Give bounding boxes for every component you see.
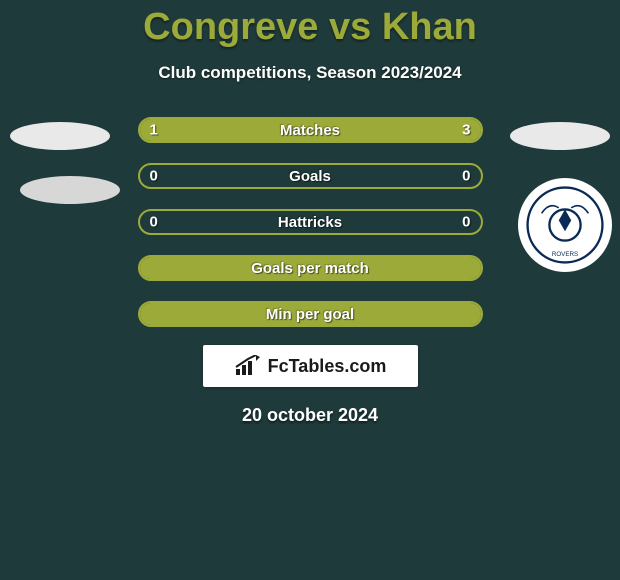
club-crest: ROVERS	[518, 178, 612, 272]
page-subtitle: Club competitions, Season 2023/2024	[0, 63, 620, 83]
chart-icon	[234, 355, 262, 377]
stat-label: Min per goal	[266, 306, 354, 323]
stats-container: 1 Matches 3 0 Goals 0 0 Hattricks 0 Goal…	[138, 117, 483, 327]
stat-row-goals-per-match: Goals per match	[138, 255, 483, 281]
player-left-badge-2	[20, 176, 120, 204]
page-title: Congreve vs Khan	[0, 0, 620, 49]
stat-value-left: 0	[150, 168, 158, 185]
stat-row-hattricks: 0 Hattricks 0	[138, 209, 483, 235]
stat-label: Goals	[289, 168, 331, 185]
stat-value-left: 1	[150, 122, 158, 139]
stat-label: Matches	[280, 122, 340, 139]
stat-bar-right	[225, 119, 481, 141]
stat-value-right: 3	[462, 122, 470, 139]
stat-row-matches: 1 Matches 3	[138, 117, 483, 143]
svg-text:ROVERS: ROVERS	[552, 251, 578, 258]
stat-label: Goals per match	[251, 260, 369, 277]
site-logo-text: FcTables.com	[268, 356, 387, 377]
player-left-badge-1	[10, 122, 110, 150]
stat-value-right: 0	[462, 214, 470, 231]
stat-label: Hattricks	[278, 214, 342, 231]
stat-value-left: 0	[150, 214, 158, 231]
stat-value-right: 0	[462, 168, 470, 185]
stat-row-goals: 0 Goals 0	[138, 163, 483, 189]
site-logo[interactable]: FcTables.com	[203, 345, 418, 387]
date-label: 20 october 2024	[0, 405, 620, 426]
stat-row-min-per-goal: Min per goal	[138, 301, 483, 327]
player-right-badge-1	[510, 122, 610, 150]
